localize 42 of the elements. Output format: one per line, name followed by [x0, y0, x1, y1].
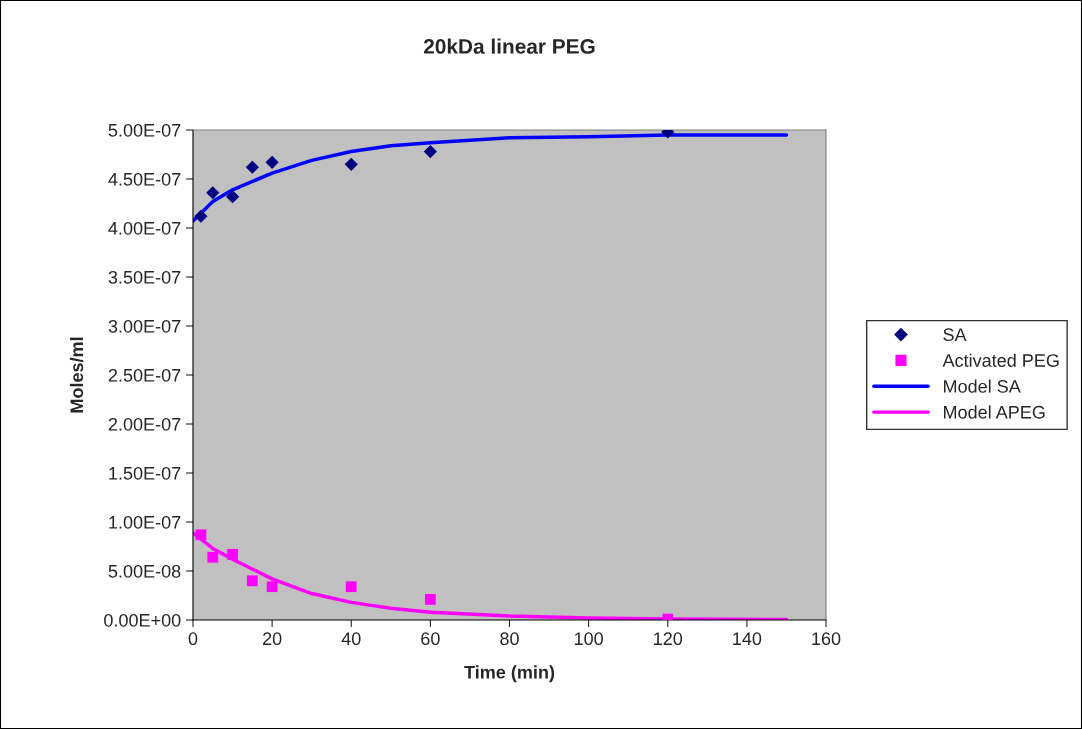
x-tick-label: 160	[812, 632, 841, 646]
point	[345, 581, 357, 593]
y-tick-label: 1.00E-07	[109, 515, 181, 529]
point	[266, 581, 278, 593]
x-tick-label: 100	[574, 632, 603, 646]
x-tick-label: 0	[188, 632, 198, 646]
y-tick-label: 2.00E-07	[108, 417, 181, 431]
y-tick-label: 2.50E-07	[108, 368, 181, 382]
point	[246, 575, 258, 587]
point	[265, 155, 279, 169]
legend-label: SA	[943, 328, 967, 342]
y-tick-label: 1.50E-07	[109, 466, 181, 480]
y-tick-label: 4.50E-07	[108, 172, 181, 186]
point	[245, 160, 259, 174]
point	[194, 209, 208, 223]
y-tick-label: 3.50E-07	[108, 270, 181, 284]
legend-label: Activated PEG	[942, 353, 1059, 367]
x-tick-label: 140	[733, 632, 762, 646]
x-tick-label: 120	[654, 632, 683, 646]
point	[423, 144, 437, 159]
x-axis-title: Time (min)	[464, 665, 555, 683]
point	[206, 186, 220, 200]
point	[207, 551, 219, 563]
point	[227, 548, 238, 560]
y-tick-label: 4.00E-07	[108, 221, 181, 235]
legend-label: Model APEG	[943, 405, 1045, 419]
point	[425, 594, 436, 605]
x-tick-label: 40	[341, 632, 361, 646]
chart-title: 20kDa linear PEG	[423, 38, 595, 54]
x-tick-label: 20	[262, 632, 282, 646]
y-tick-label: 5.00E-07	[108, 123, 181, 137]
x-tick-label: 80	[500, 632, 519, 646]
y-axis-title: Moles/ml	[69, 337, 84, 413]
point	[225, 190, 240, 204]
y-tick-label: 3.00E-07	[108, 319, 181, 333]
x-tick-label: 60	[421, 632, 440, 646]
point	[344, 157, 358, 171]
line-series	[193, 531, 789, 620]
legend-label: Model SA	[943, 379, 1021, 393]
y-tick-label: 5.00E-08	[108, 564, 181, 578]
point	[195, 529, 207, 541]
y-tick-label: 0.00E+00	[104, 613, 181, 627]
